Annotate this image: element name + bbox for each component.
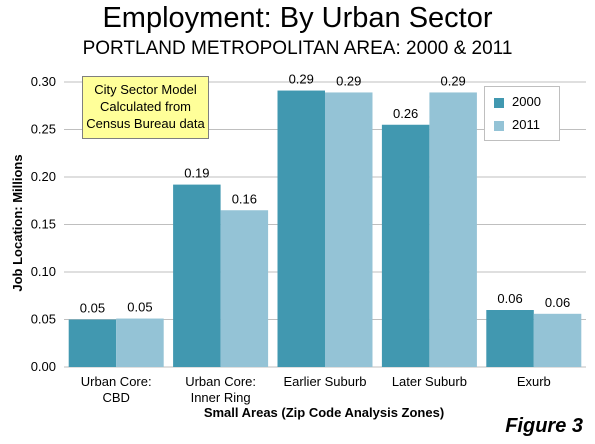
legend: 2000 2011 [484,86,560,141]
legend-label: 2011 [512,117,540,132]
note-line: Census Bureau data [86,116,205,131]
x-axis-label: Small Areas (Zip Code Analysis Zones) [204,405,444,420]
category-label: Later Suburb [392,374,467,389]
category-labels: Urban Core: CBD Urban Core: Inner Ring Earli… [81,374,551,405]
legend-swatch-2011 [494,120,504,131]
bar-2011 [429,92,477,367]
bar-2000 [381,124,430,367]
bar-2011 [220,210,269,367]
model-note-box: City Sector Model Calculated from Census… [82,76,209,139]
category-label: Exurb [517,374,551,389]
bar-2000 [486,310,534,367]
y-axis-label: Job Location: Millions [10,154,25,291]
y-tick-label: 0.30 [31,74,56,89]
data-label: 0.06 [497,291,522,306]
bar-2011 [116,318,164,367]
y-tick-label: 0.15 [31,217,56,232]
figure-label: Figure 3 [505,415,583,437]
data-label: 0.05 [127,300,152,315]
category-label: Earlier Suburb [283,374,366,389]
y-tick-label: 0.10 [31,264,56,279]
note-line: Calculated from [99,99,192,114]
y-tick-label: 0.20 [31,169,56,184]
bar-2000 [68,319,117,367]
category-label: Urban Core: CBD [81,374,152,405]
data-labels: 0.05 0.05 0.19 0.16 0.29 0.29 0.26 0.29 0.06 0.06 [80,72,570,316]
bar-2011 [325,92,373,367]
data-label: 0.29 [440,73,465,88]
legend-item-2000: 2000 [494,94,541,109]
chart-title: Employment: By Urban Sector [102,2,493,34]
y-tick-label: 0.05 [31,312,56,327]
data-label: 0.29 [336,73,361,88]
legend-swatch-2000 [494,97,504,108]
bars [68,90,582,368]
bar-2000 [173,184,221,367]
data-label: 0.05 [80,301,105,316]
data-label: 0.19 [184,166,209,181]
chart-subtitle: PORTLAND METROPOLITAN AREA: 2000 & 2011 [82,38,513,59]
y-tick-label: 0.00 [31,359,56,374]
bar-2000 [277,90,325,368]
bar-2011 [533,313,582,367]
legend-label: 2000 [512,94,541,109]
note-line: City Sector Model [94,82,197,97]
data-label: 0.29 [289,72,314,87]
data-label: 0.26 [393,106,418,121]
data-label: 0.16 [232,191,257,206]
data-label: 0.06 [545,295,570,310]
y-tick-label: 0.25 [31,122,56,137]
category-label: Urban Core: Inner Ring [185,374,256,405]
y-tick-labels: 0.00 0.05 0.10 0.15 0.20 0.25 0.30 [31,74,56,374]
legend-item-2011: 2011 [494,117,540,132]
